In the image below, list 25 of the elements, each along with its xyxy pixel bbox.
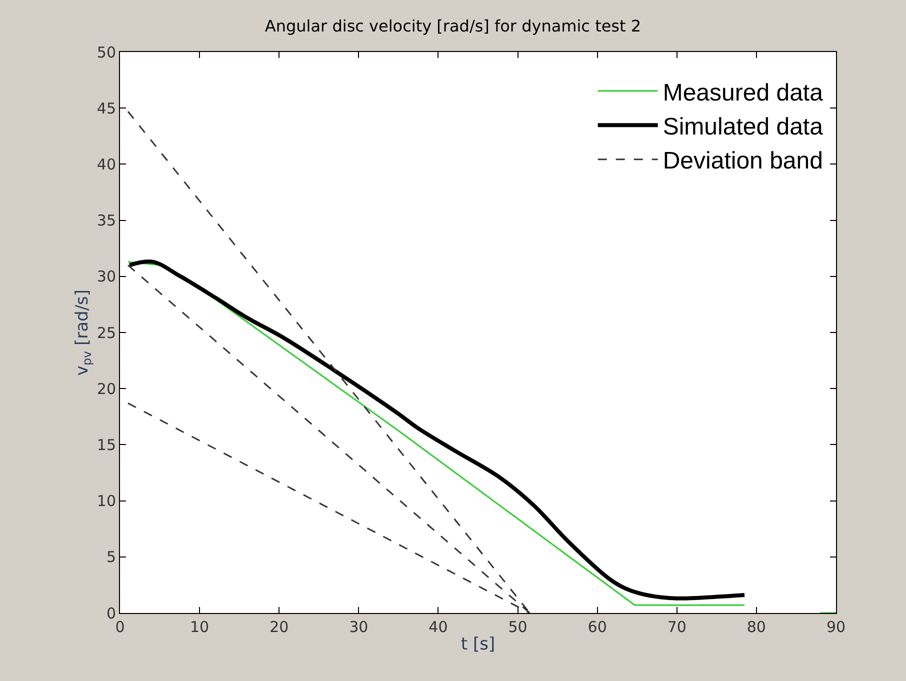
x-tick-label: 90 (826, 618, 846, 636)
y-tick-label: 35 (96, 212, 116, 230)
y-tick-label: 40 (96, 155, 116, 174)
x-tick-label: 60 (588, 618, 607, 636)
y-tick-label: 30 (96, 268, 116, 286)
x-tick-label: 20 (270, 618, 289, 636)
y-tick-label: 45 (96, 99, 116, 118)
x-tick-label: 10 (190, 618, 210, 636)
x-axis-title: t [s] (460, 634, 496, 654)
y-tick-label: 50 (96, 43, 116, 62)
x-tick-label: 30 (349, 618, 368, 636)
y-tick-label: 5 (106, 548, 116, 566)
legend-label: Deviation band (662, 148, 823, 175)
y-tick-label: 15 (96, 436, 116, 454)
y-tick-label: 20 (96, 380, 116, 398)
legend-label: Simulated data (662, 113, 824, 140)
x-tick-label: 70 (667, 618, 686, 636)
x-tick-label: 50 (508, 618, 528, 636)
y-tick-label: 10 (96, 492, 116, 510)
y-tick-label: 0 (106, 604, 116, 622)
y-tick-label: 25 (96, 324, 116, 342)
chart-title: Angular disc velocity [rad/s] for dynamic test 2 (264, 16, 642, 36)
legend-label: Measured data (662, 79, 824, 106)
x-tick-label: 80 (746, 618, 766, 636)
x-tick-label: 40 (428, 618, 448, 636)
